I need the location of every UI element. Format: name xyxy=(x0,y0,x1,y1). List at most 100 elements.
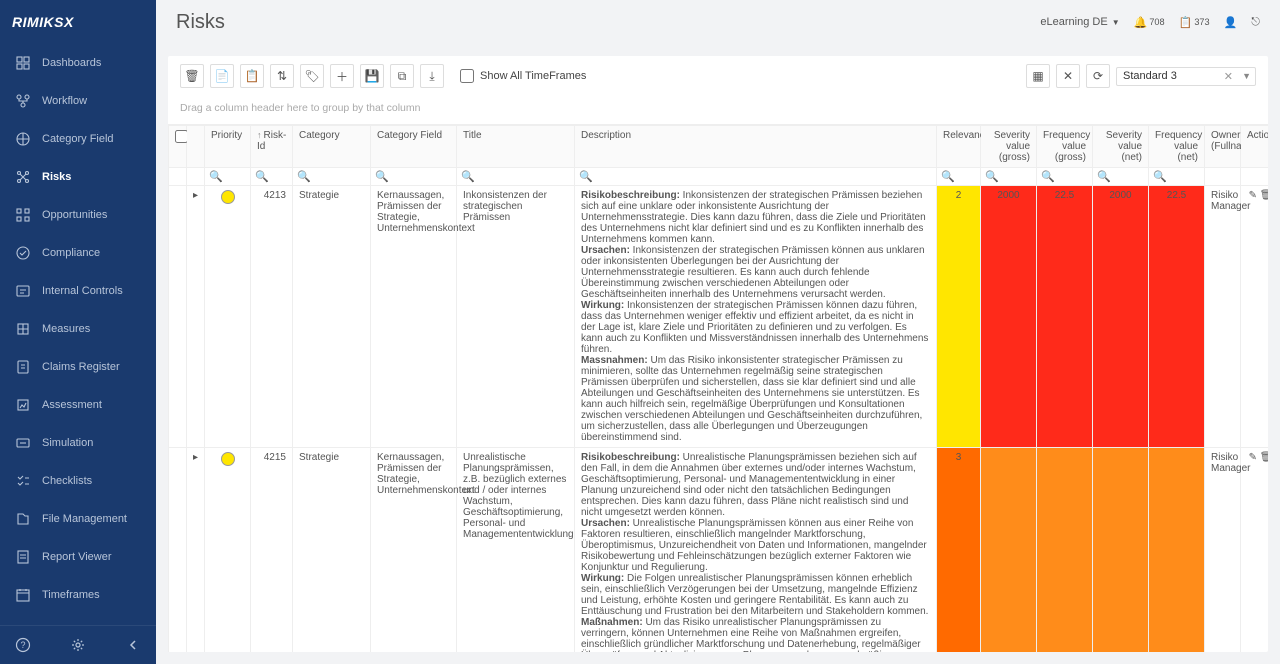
tasks-button[interactable]: 📋 373 xyxy=(1179,16,1210,29)
main: Risks eLearning DE ▼ 🔔 708 📋 373 👤 ⎋ xyxy=(156,0,1280,664)
sidebar-item-internal-controls[interactable]: Internal Controls xyxy=(0,272,156,310)
grid-view-icon[interactable]: ▦ xyxy=(1026,64,1050,88)
sidebar-item-assessment[interactable]: Assessment xyxy=(0,386,156,424)
sidebar-item-dashboards[interactable]: Dashboards xyxy=(0,44,156,82)
col-owner[interactable]: Owner (Fullname) xyxy=(1205,126,1241,168)
workspace-selector[interactable]: eLearning DE ▼ xyxy=(1040,16,1119,28)
tag-button[interactable]: 🏷 xyxy=(300,64,324,88)
edit-icon[interactable]: ✎ xyxy=(1249,452,1257,463)
opportunities-icon xyxy=(14,206,32,224)
filter-freq-gross[interactable]: 🔍 xyxy=(1037,168,1093,186)
sidebar-item-report-viewer[interactable]: Report Viewer xyxy=(0,538,156,576)
notifications-button[interactable]: 🔔 708 xyxy=(1134,16,1165,29)
filter-category[interactable]: 🔍 xyxy=(293,168,371,186)
expand-row-icon[interactable]: ▸ xyxy=(187,448,205,653)
collapse-icon[interactable] xyxy=(124,636,142,654)
show-all-checkbox[interactable] xyxy=(460,69,474,83)
table-row[interactable]: ▸4213StrategieKernaussagen, Prämissen de… xyxy=(169,186,1269,448)
sidebar-item-opportunities[interactable]: Opportunities xyxy=(0,196,156,234)
sidebar-item-category-field[interactable]: Category Field xyxy=(0,120,156,158)
sidebar-item-claims-register[interactable]: Claims Register xyxy=(0,348,156,386)
col-sev-gross[interactable]: Severity value (gross) xyxy=(981,126,1037,168)
save-button[interactable]: 💾 xyxy=(360,64,384,88)
table-row[interactable]: ▸4215StrategieKernaussagen, Prämissen de… xyxy=(169,448,1269,653)
sidebar-item-workflow[interactable]: Workflow xyxy=(0,82,156,120)
grid-wrap[interactable]: Priority ↑Risk-Id Category Category Fiel… xyxy=(168,124,1268,652)
col-freq-gross[interactable]: Frequency value (gross) xyxy=(1037,126,1093,168)
search-icon: 🔍 xyxy=(375,171,389,183)
sort-button[interactable]: ⇅ xyxy=(270,64,294,88)
category-cell: Strategie xyxy=(293,186,371,448)
filter-priority[interactable]: 🔍 xyxy=(205,168,251,186)
sidebar-item-compliance[interactable]: Compliance xyxy=(0,234,156,272)
edit-icon[interactable]: ✎ xyxy=(1249,190,1257,201)
actions-cell: ✎ 🗑 xyxy=(1241,186,1269,448)
priority-cell xyxy=(205,186,251,448)
filter-catfield[interactable]: 🔍 xyxy=(371,168,457,186)
select-all-header[interactable] xyxy=(169,126,187,168)
files-icon xyxy=(14,510,32,528)
col-riskid[interactable]: ↑Risk-Id xyxy=(251,126,293,168)
search-icon: 🔍 xyxy=(297,171,311,183)
copy-button[interactable]: 📄 xyxy=(210,64,234,88)
sidebar-item-label: Claims Register xyxy=(42,361,120,373)
row-select[interactable] xyxy=(169,448,187,653)
sidebar-item-file-management[interactable]: File Management xyxy=(0,500,156,538)
value-cell: 2 xyxy=(937,186,981,448)
value-cell xyxy=(1037,448,1093,653)
assessment-icon xyxy=(14,396,32,414)
expand-row-icon[interactable]: ▸ xyxy=(187,186,205,448)
col-relevance[interactable]: Relevance xyxy=(937,126,981,168)
filter-relevance[interactable]: 🔍 xyxy=(937,168,981,186)
user-icon[interactable]: 👤 xyxy=(1224,16,1238,29)
delete-icon[interactable]: 🗑 xyxy=(1260,190,1268,201)
risks-grid: Priority ↑Risk-Id Category Category Fiel… xyxy=(168,125,1268,652)
filter-title[interactable]: 🔍 xyxy=(457,168,575,186)
row-select[interactable] xyxy=(169,186,187,448)
delete-icon[interactable]: 🗑 xyxy=(1260,452,1268,463)
settings-icon[interactable] xyxy=(69,636,87,654)
timeframes-icon xyxy=(14,586,32,604)
sidebar-item-risks[interactable]: Risks xyxy=(0,158,156,196)
search-icon: 🔍 xyxy=(985,171,999,183)
duplicate-button[interactable]: ⧉ xyxy=(390,64,414,88)
view-selector[interactable]: Standard 3 ✕ ▼ xyxy=(1116,67,1256,86)
filter-freq-net[interactable]: 🔍 xyxy=(1149,168,1205,186)
col-title[interactable]: Title xyxy=(457,126,575,168)
delete-button[interactable]: 🗑 xyxy=(180,64,204,88)
value-cell: 3 xyxy=(937,448,981,653)
refresh-icon[interactable]: ⟳ xyxy=(1086,64,1110,88)
category-cell: Strategie xyxy=(293,448,371,653)
filter-description[interactable]: 🔍 xyxy=(575,168,937,186)
group-hint: Drag a column header here to group by th… xyxy=(168,96,1268,124)
show-all-timeframes[interactable]: Show All TimeFrames xyxy=(460,69,586,83)
value-cell: 22.5 xyxy=(1037,186,1093,448)
owner-cell: Risiko Manager xyxy=(1205,448,1241,653)
filter-sev-gross[interactable]: 🔍 xyxy=(981,168,1037,186)
sidebar-item-timeframes[interactable]: Timeframes xyxy=(0,576,156,614)
export-button[interactable]: ⤓ xyxy=(420,64,444,88)
col-category[interactable]: Category xyxy=(293,126,371,168)
view-selected-label: Standard 3 xyxy=(1123,70,1177,82)
col-description[interactable]: Description xyxy=(575,126,937,168)
sidebar-item-measures[interactable]: Measures xyxy=(0,310,156,348)
show-all-label: Show All TimeFrames xyxy=(480,70,586,82)
sidebar-item-checklists[interactable]: Checklists xyxy=(0,462,156,500)
col-catfield[interactable]: Category Field xyxy=(371,126,457,168)
filter-sev-net[interactable]: 🔍 xyxy=(1093,168,1149,186)
compliance-icon xyxy=(14,244,32,262)
add-button[interactable]: ＋ xyxy=(330,64,354,88)
paste-button[interactable]: 📋 xyxy=(240,64,264,88)
page-title: Risks xyxy=(176,11,225,34)
col-priority[interactable]: Priority xyxy=(205,126,251,168)
clear-view-icon[interactable]: ✕ xyxy=(1224,70,1233,83)
col-freq-net[interactable]: Frequency value (net) xyxy=(1149,126,1205,168)
filter-riskid[interactable]: 🔍 xyxy=(251,168,293,186)
sidebar-item-simulation[interactable]: Simulation xyxy=(0,424,156,462)
actions-cell: ✎ 🗑 xyxy=(1241,448,1269,653)
priority-cell xyxy=(205,448,251,653)
logout-icon[interactable]: ⎋ xyxy=(1251,16,1260,29)
help-icon[interactable]: ? xyxy=(14,636,32,654)
col-sev-net[interactable]: Severity value (net) xyxy=(1093,126,1149,168)
close-view-icon[interactable]: ✕ xyxy=(1056,64,1080,88)
